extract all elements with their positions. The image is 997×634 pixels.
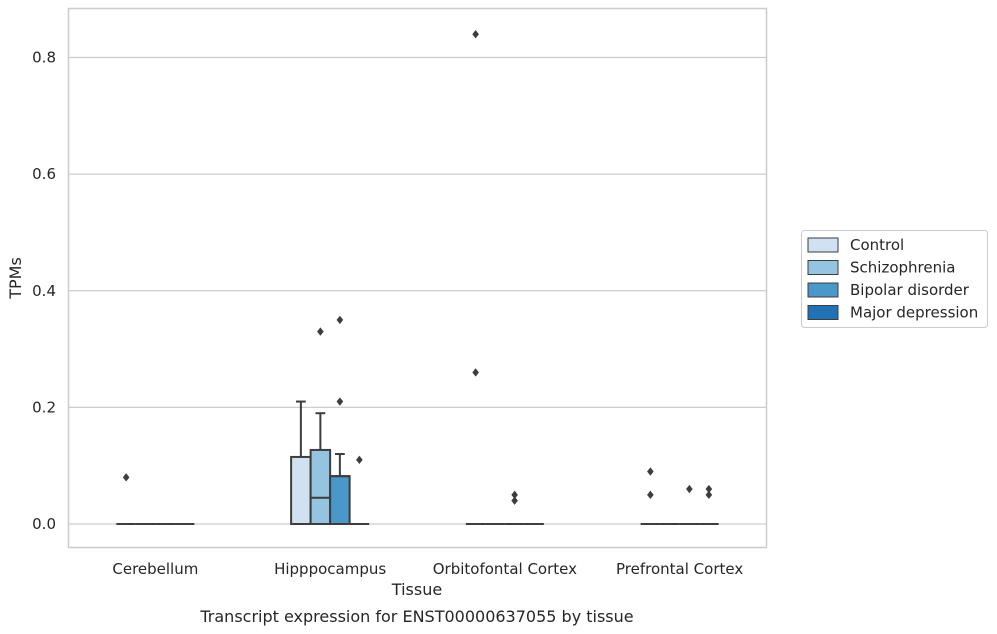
x-axis-label: Tissue: [391, 580, 442, 599]
outlier-point: [511, 490, 518, 500]
box-control: [640, 467, 661, 525]
x-axis-ticks: Cerebellum Hipppocampus Orbitofontal Corte…: [112, 560, 743, 578]
x-tick-label: Hipppocampus: [274, 560, 386, 578]
y-tick-label: 0.2: [32, 398, 56, 416]
plot-frame: [67, 7, 768, 549]
x-tick-label: Orbitofontal Cortex: [433, 560, 577, 578]
legend-label: Major depression: [850, 304, 978, 322]
legend-swatch: [807, 305, 839, 320]
box-body: [290, 455, 312, 526]
legend-label: Control: [850, 236, 904, 254]
legend-label: Schizophrenia: [850, 259, 955, 277]
box-bipolar-disorder: [329, 315, 351, 525]
legend-items: Control Schizophrenia Bipolar disorder Majo…: [807, 236, 978, 322]
outlier-point: [336, 315, 344, 325]
legend-label: Bipolar disorder: [850, 281, 970, 299]
outlier-point: [686, 484, 693, 494]
box-control: [290, 400, 312, 526]
box-body: [309, 448, 332, 525]
outlier-point: [336, 397, 344, 406]
box-major-depression: [699, 484, 719, 525]
box-control: [116, 473, 136, 525]
box-body: [329, 475, 351, 525]
legend-swatch: [807, 260, 839, 275]
legend-frame: [801, 230, 988, 328]
y-tick-label: 0.4: [32, 282, 56, 300]
chart-title: Transcript expression for ENST0000063705…: [199, 607, 633, 626]
y-tick-label: 0.0: [32, 515, 56, 533]
x-tick-label: Prefrontal Cortex: [616, 560, 743, 578]
y-axis-ticks: 0.0 0.2 0.4 0.6 0.8: [32, 49, 56, 533]
box-bipolar-disorder: [504, 490, 525, 525]
legend: Control Schizophrenia Bipolar disorder Majo…: [801, 230, 988, 328]
outlier-point: [647, 467, 654, 476]
outlier-point: [122, 473, 130, 482]
legend-swatch: [807, 237, 839, 253]
outlier-point: [472, 368, 479, 377]
y-tick-label: 0.6: [32, 165, 56, 183]
outlier-point: [705, 490, 713, 500]
grid-layer: [68, 56, 767, 525]
legend-swatch: [807, 282, 839, 298]
y-axis-label: TPMs: [6, 257, 25, 300]
box-bipolar-disorder: [679, 484, 700, 525]
x-tick-label: Cerebellum: [112, 560, 198, 578]
outlier-point: [647, 490, 654, 500]
box-control: [465, 29, 486, 525]
y-tick-label: 0.8: [32, 49, 56, 67]
outlier-point: [472, 29, 479, 39]
outlier-point: [356, 455, 363, 465]
outlier-point: [317, 327, 324, 336]
outlier-point: [705, 484, 713, 494]
box-schizophrenia: [309, 327, 332, 525]
outlier-point: [511, 496, 518, 505]
box-layer: [116, 29, 719, 526]
box-major-depression: [349, 455, 370, 525]
